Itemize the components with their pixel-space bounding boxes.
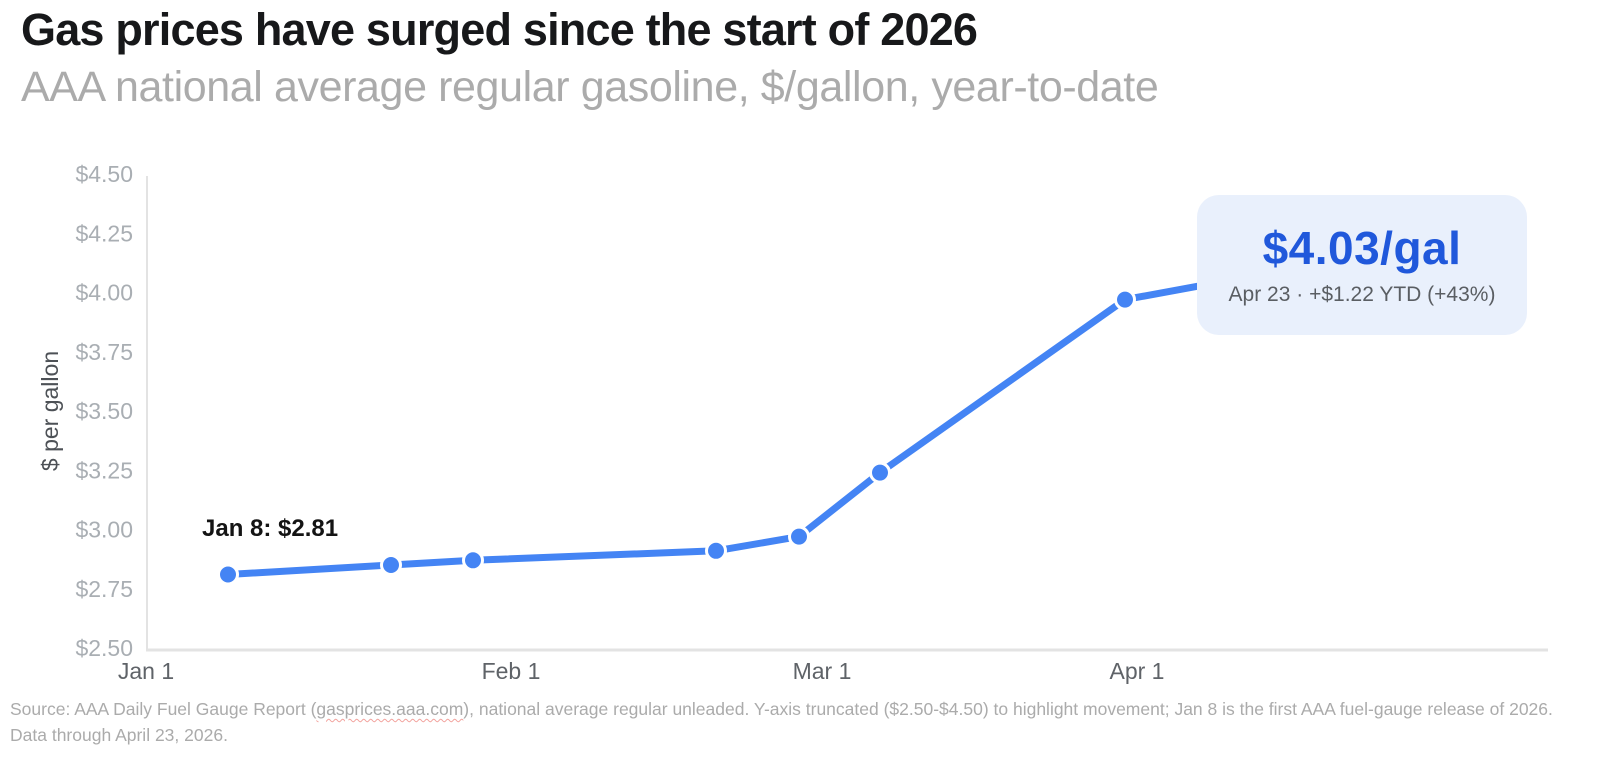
y-tick-label: $2.75 [75, 576, 133, 602]
x-tick-label: Apr 1 [1110, 658, 1165, 684]
x-tick-label: Jan 1 [118, 658, 174, 684]
x-tick-label: Feb 1 [482, 658, 541, 684]
data-point-mar-6 [869, 461, 891, 484]
data-point-jan-22 [380, 554, 402, 576]
data-point-feb-19 [705, 539, 727, 562]
page-title: Gas prices have surged since the start o… [21, 4, 978, 55]
callout-price-value: $4.03/gal [1262, 222, 1462, 274]
y-tick-label: $3.00 [75, 517, 133, 543]
data-point-feb-26 [788, 525, 810, 548]
source-note: Source: AAA Daily Fuel Gauge Report (gas… [10, 696, 1592, 749]
y-tick-label: $3.50 [75, 398, 133, 424]
y-tick-label: $4.50 [75, 161, 133, 187]
y-axis-title: $ per gallon [37, 351, 63, 471]
source-domain: gasprices.aaa.com [316, 699, 464, 719]
callout-price-detail: Apr 23 · +$1.22 YTD (+43%) [1228, 283, 1496, 306]
data-point-jan-8 [217, 563, 239, 586]
y-tick-label: $2.50 [75, 635, 133, 661]
latest-price-callout: $4.03/gal Apr 23 · +$1.22 YTD (+43%) [1197, 195, 1527, 335]
data-point-mar-30 [1114, 288, 1136, 311]
source-note-suffix: ), national average regular unleaded. Y-… [10, 699, 1553, 746]
y-tick-label: $4.00 [75, 280, 133, 306]
y-tick-label: $3.75 [75, 339, 133, 365]
x-tick-label: Mar 1 [793, 658, 852, 684]
source-note-prefix: Source: AAA Daily Fuel Gauge Report ( [10, 699, 317, 719]
first-point-annotation: Jan 8: $2.81 [202, 515, 339, 542]
y-tick-label: $3.25 [75, 457, 133, 483]
data-point-jan-29 [462, 549, 484, 572]
page-subtitle: AAA national average regular gasoline, $… [21, 63, 1159, 111]
price-line [224, 281, 1206, 578]
y-tick-label: $4.25 [75, 220, 133, 246]
